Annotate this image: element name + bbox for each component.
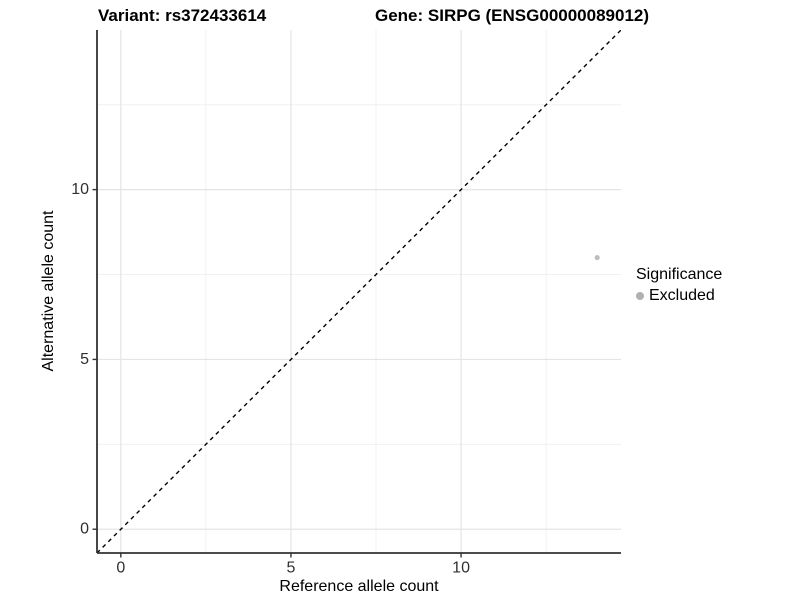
y-axis-title: Alternative allele count [40,210,57,372]
x-tick-label: 0 [116,559,125,576]
x-tick-label: 10 [452,559,470,576]
legend: Significance Excluded [636,266,722,305]
y-tick-label: 10 [71,181,89,198]
legend-item-excluded: Excluded [636,287,722,305]
plot-title-variant: Variant: rs372433614 [98,6,267,25]
plot-title-gene: Gene: SIRPG (ENSG00000089012) [375,6,650,25]
legend-title: Significance [636,266,723,283]
y-tick-label: 0 [80,521,89,538]
legend-item-label: Excluded [649,287,715,304]
y-tick-label: 5 [80,351,89,368]
x-tick-label: 5 [286,559,295,576]
data-point [594,254,600,261]
identity-reference-line [97,30,621,553]
legend-key-dot-icon [636,292,644,300]
x-axis-title: Reference allele count [279,578,439,595]
